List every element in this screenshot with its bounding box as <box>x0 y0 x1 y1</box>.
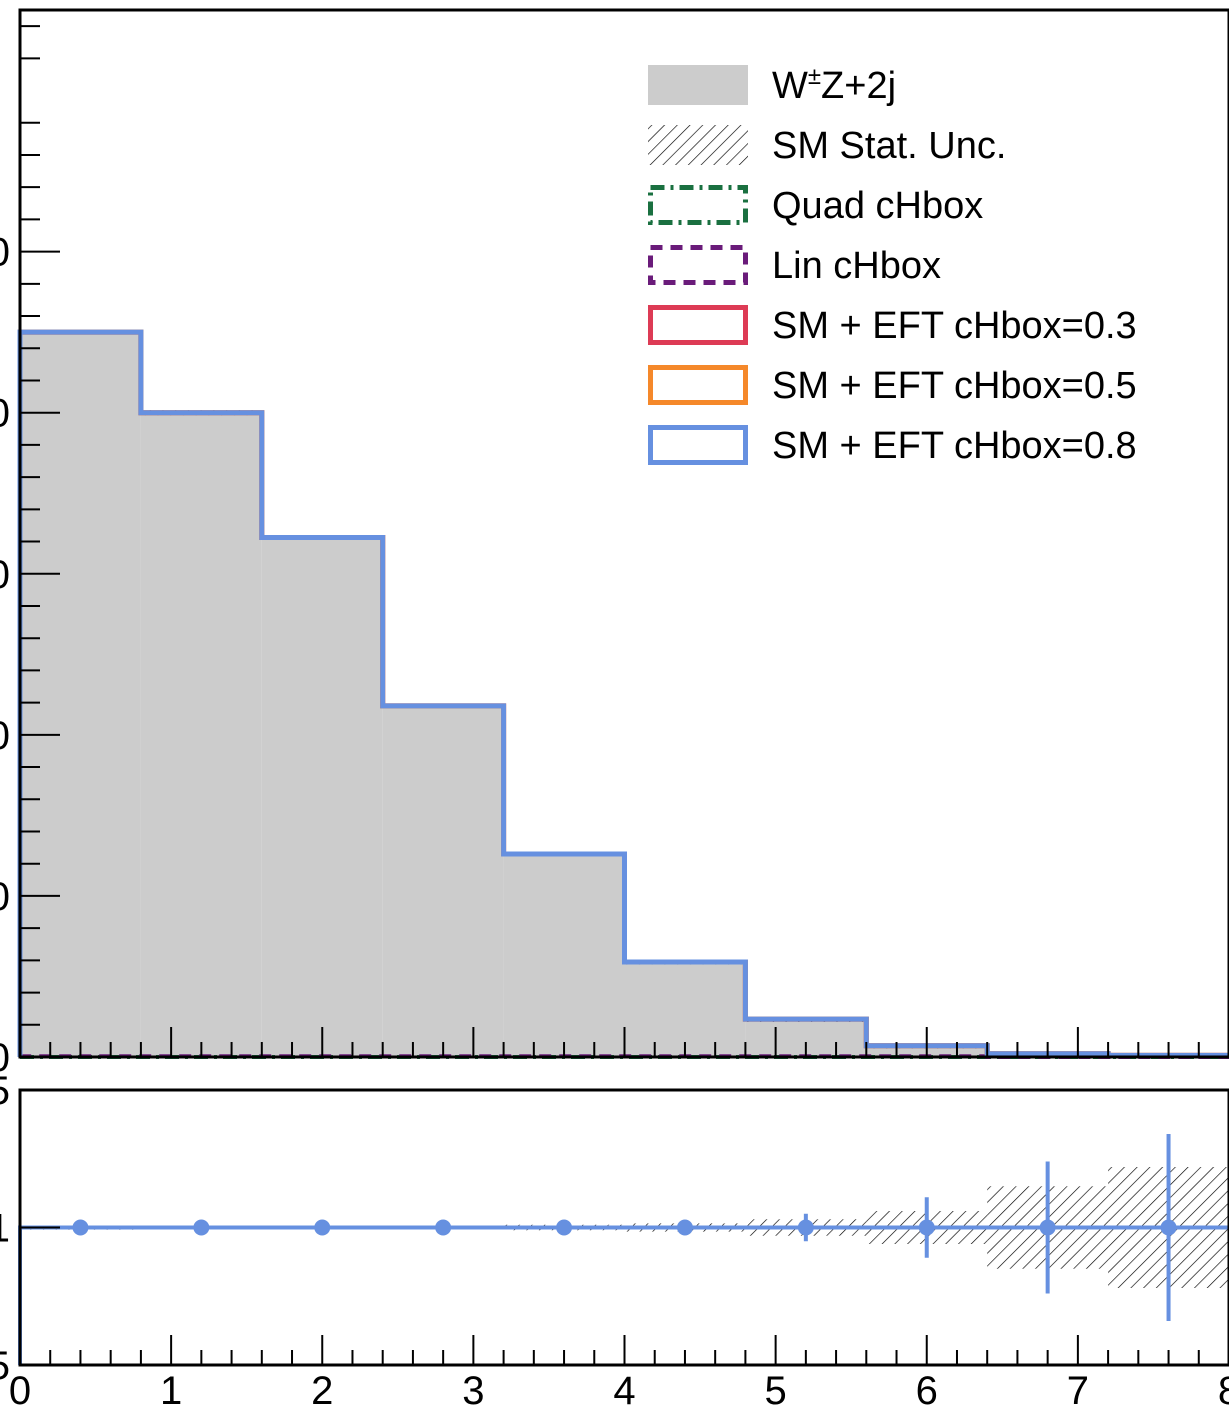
x-tick-label: 8 <box>1218 1369 1229 1413</box>
sm-histogram-bar <box>503 854 625 1057</box>
legend-entry: SM + EFT cHbox=0.5 <box>648 365 1137 407</box>
y-tick-label: 0 <box>0 714 10 758</box>
ratio-point <box>676 1219 693 1236</box>
ratio-panel: 515012345678 <box>0 1069 1229 1413</box>
legend-entry: SM Stat. Unc. <box>648 125 1006 167</box>
legend-label: SM + EFT cHbox=0.5 <box>772 365 1137 407</box>
y-tick-label: 0 <box>0 553 10 597</box>
ratio-point <box>918 1219 935 1236</box>
legend-entry: W±Z+2j <box>648 63 896 107</box>
legend-swatch <box>648 305 748 345</box>
legend-label: SM + EFT cHbox=0.3 <box>772 305 1137 347</box>
legend-label: Lin cHbox <box>772 245 941 287</box>
legend-swatch <box>648 365 748 405</box>
ratio-y-tick-label: 5 <box>0 1069 10 1113</box>
ratio-point <box>556 1219 573 1236</box>
legend-label: SM + EFT cHbox=0.8 <box>772 425 1137 467</box>
x-tick-label: 4 <box>613 1369 635 1413</box>
ratio-point <box>797 1219 814 1236</box>
ratio-point <box>314 1219 331 1236</box>
sm-histogram-bar <box>382 705 504 1057</box>
x-tick-label: 3 <box>462 1369 484 1413</box>
x-tick-label: 0 <box>9 1369 31 1413</box>
ratio-point <box>72 1219 89 1236</box>
x-tick-label: 2 <box>311 1369 333 1413</box>
legend-entry: Quad cHbox <box>648 185 983 227</box>
legend-label: Quad cHbox <box>772 185 983 227</box>
legend: W±Z+2j SM Stat. Unc. Quad cHbox Lin cHbox SM… <box>648 63 1137 467</box>
legend-swatch <box>648 185 748 225</box>
x-tick-label: 6 <box>916 1369 938 1413</box>
sm-histogram-bar <box>20 332 141 1058</box>
ratio-y-tick-label: 1 <box>0 1207 10 1251</box>
ratio-point <box>1160 1219 1177 1236</box>
legend-swatch <box>648 245 748 285</box>
legend-swatch <box>648 125 748 165</box>
ratio-y-tick-label: 5 <box>0 1344 10 1388</box>
sm-histogram-bar <box>140 412 262 1057</box>
legend-entry: Lin cHbox <box>648 245 941 287</box>
sm-histogram-bar <box>624 961 746 1057</box>
legend-label: SM Stat. Unc. <box>772 125 1006 167</box>
legend-swatch <box>648 65 748 105</box>
x-tick-label: 5 <box>765 1369 787 1413</box>
y-tick-label: 0 <box>0 392 10 436</box>
legend-label: W±Z+2j <box>772 63 896 107</box>
ratio-point <box>435 1219 452 1236</box>
ratio-point <box>1039 1219 1056 1236</box>
main-panel: 0 0 0 0 0 0 <box>0 8 1229 1080</box>
legend-entry: SM + EFT cHbox=0.3 <box>648 305 1137 347</box>
ratio-point <box>193 1219 210 1236</box>
legend-label-part: ± <box>808 63 821 90</box>
y-tick-label: 0 <box>0 1036 10 1080</box>
legend-entry: SM + EFT cHbox=0.8 <box>648 425 1137 467</box>
legend-label-part: Z+2j <box>821 65 896 107</box>
legend-label-part: W <box>772 65 808 107</box>
x-tick-label: 1 <box>160 1369 182 1413</box>
y-tick-label: 0 <box>0 231 10 275</box>
x-tick-label: 7 <box>1067 1369 1089 1413</box>
y-tick-label: 0 <box>0 875 10 919</box>
sm-histogram-bar <box>261 537 383 1057</box>
legend-swatch <box>648 425 748 465</box>
